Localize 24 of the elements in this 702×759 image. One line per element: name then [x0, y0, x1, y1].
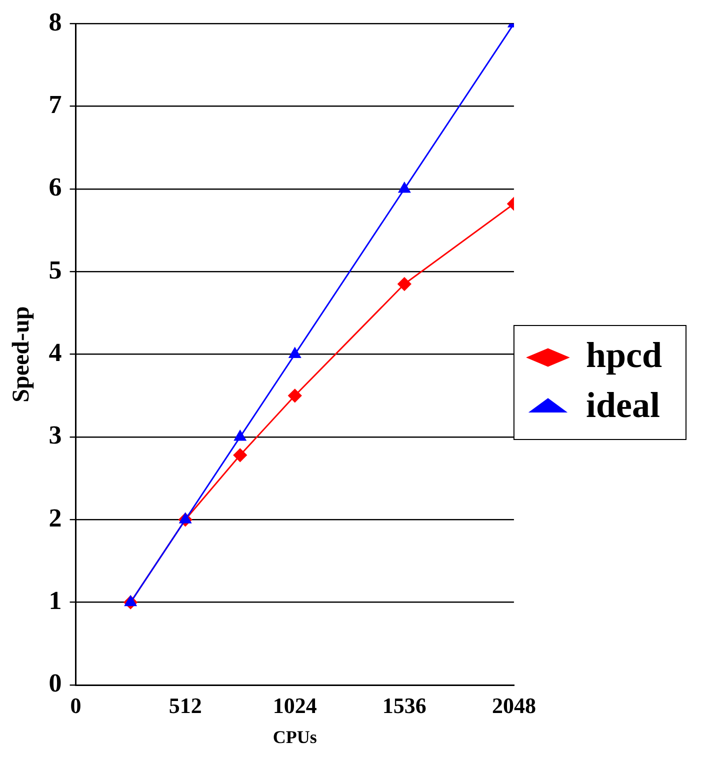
point: [288, 388, 302, 402]
y-tick-label: 4: [48, 338, 62, 368]
y-tick-label: 3: [48, 420, 62, 450]
y-tick-label: 1: [48, 586, 62, 616]
point: [288, 348, 301, 358]
point: [179, 512, 192, 524]
x-tick-label: 1536: [382, 692, 426, 718]
legend-label: ideal: [586, 384, 660, 425]
x-tick-label: 512: [168, 692, 202, 718]
y-tick-label: 8: [48, 7, 62, 36]
legend-label: hpcd: [586, 334, 662, 375]
x-tick-label: 1024: [272, 692, 317, 718]
y-axis-title: Speed-up: [8, 306, 35, 402]
x-axis-title: CPUs: [272, 726, 317, 747]
y-tick-label: 0: [48, 668, 62, 698]
point: [234, 430, 246, 441]
y-tick-label: 5: [48, 255, 62, 284]
x-tick-label: 0: [70, 692, 82, 718]
point: [124, 596, 137, 606]
y-tick-label: 2: [48, 503, 62, 532]
y-tick-label: 7: [48, 90, 62, 119]
point: [233, 448, 247, 462]
x-tick-label: 2048: [492, 692, 536, 718]
y-tick-label: 6: [48, 172, 62, 202]
